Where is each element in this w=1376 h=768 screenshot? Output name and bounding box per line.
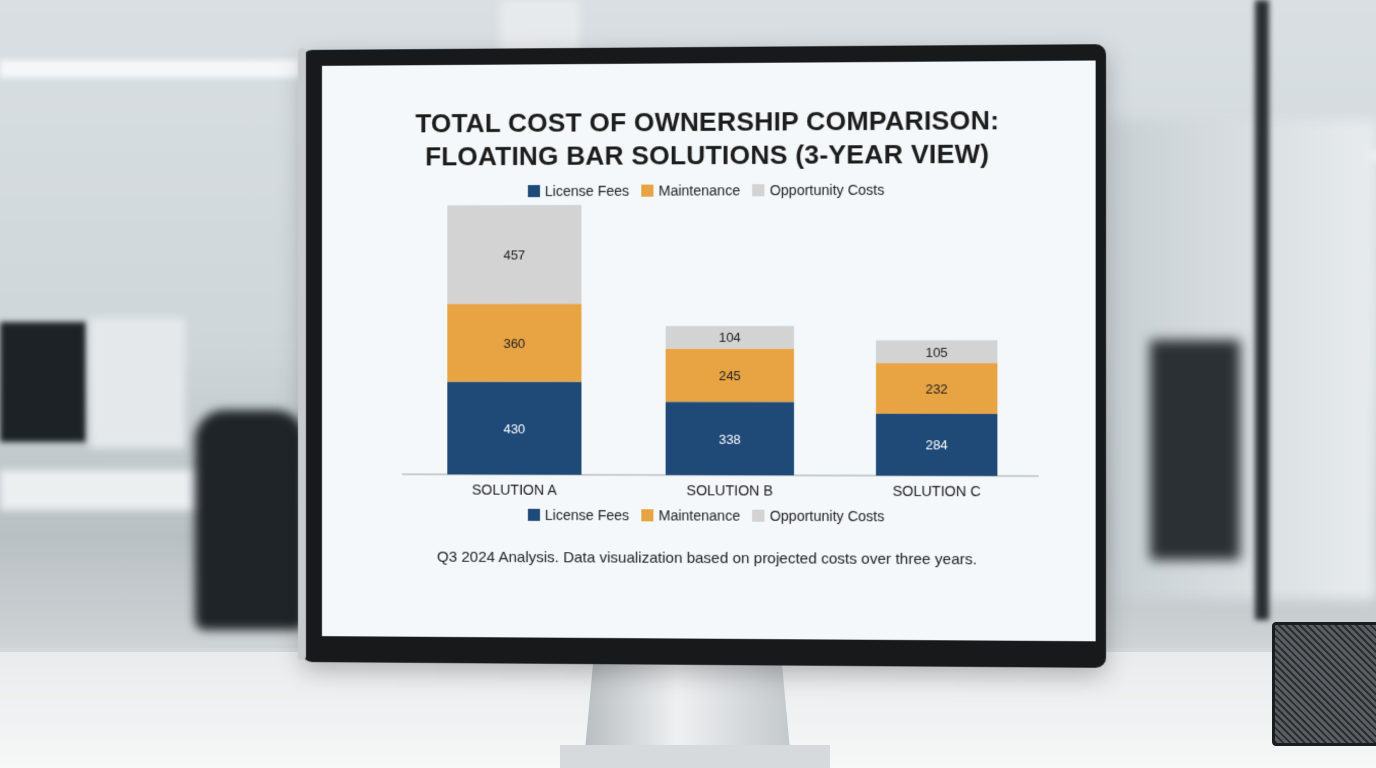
category-label: SOLUTION B [687,482,773,498]
bar-segment [875,413,998,476]
legend-label: License Fees [544,506,630,524]
mesh-basket [1272,622,1376,746]
bar-segment [447,303,582,382]
background-monitor [90,318,185,448]
data-label: 284 [925,438,947,453]
monitor-stand-base [560,745,830,768]
bar-segment [875,363,998,414]
glass-partition-frame [1255,0,1269,620]
ceiling-light [0,60,300,78]
legend-swatch [641,509,654,522]
legend-item: License Fees [527,506,630,524]
category-label: SOLUTION C [893,483,981,500]
legend-swatch [752,509,765,522]
bar-segment [447,381,582,475]
bar-segment [447,204,582,304]
data-label: 104 [719,330,741,345]
bar-segment [665,325,795,349]
monitor-screen: TOTAL COST OF OWNERSHIP COMPARISON: FLOA… [321,60,1096,642]
legend-label: Opportunity Costs [769,507,885,525]
bar-chart: 430 360 457 SOLUTION A 338 245 104 SOLUTION B 28… [322,204,1096,500]
bar-segment [665,348,795,402]
category-label: SOLUTION A [472,481,557,497]
monitor-bezel-edge [298,47,306,661]
legend-bottom: License Fees Maintenance Opportunity Costs [322,506,1096,525]
legend-label: Maintenance [658,507,741,524]
legend-swatch [527,508,540,521]
data-label: 457 [503,247,525,262]
data-label: 105 [925,345,947,360]
bar-segment [665,401,795,476]
data-label: 245 [719,368,741,383]
legend-item: Maintenance [641,507,740,524]
data-label: 360 [503,336,525,351]
office-chair [195,410,305,630]
data-label: 430 [503,421,525,436]
monitor: TOTAL COST OF OWNERSHIP COMPARISON: FLOA… [298,44,1107,668]
office-chair [1150,340,1240,560]
data-label: 338 [719,431,741,446]
legend-item: Opportunity Costs [752,507,885,525]
bar-segment [875,340,998,364]
data-label: 232 [925,381,947,396]
background-monitor [0,322,86,442]
